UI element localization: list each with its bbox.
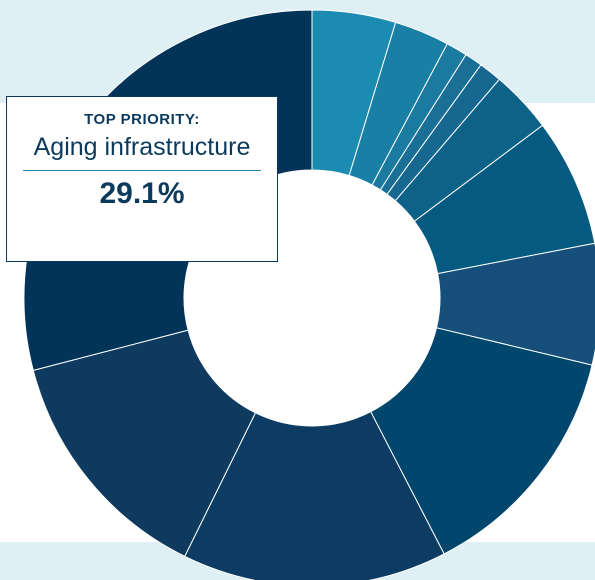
donut-slice-9 xyxy=(370,327,593,555)
donut-slice-10 xyxy=(184,411,445,580)
top-priority-callout: TOP PRIORITY: Aging infrastructure 29.1% xyxy=(6,96,278,262)
callout-kicker: TOP PRIORITY: xyxy=(84,111,200,128)
donut-slice-11 xyxy=(32,329,257,558)
callout-divider xyxy=(23,170,261,171)
callout-value: 29.1% xyxy=(99,177,185,210)
callout-title: Aging infrastructure xyxy=(33,133,251,161)
